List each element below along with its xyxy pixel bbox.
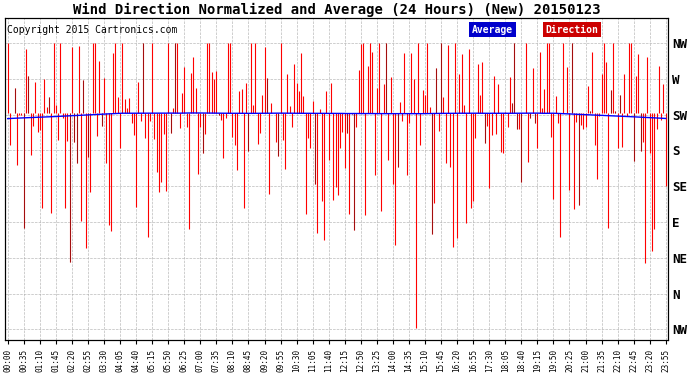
Title: Wind Direction Normalized and Average (24 Hours) (New) 20150123: Wind Direction Normalized and Average (2… <box>73 3 600 17</box>
Text: Copyright 2015 Cartronics.com: Copyright 2015 Cartronics.com <box>7 24 177 34</box>
Text: Average: Average <box>472 24 513 34</box>
Text: Direction: Direction <box>546 24 598 34</box>
